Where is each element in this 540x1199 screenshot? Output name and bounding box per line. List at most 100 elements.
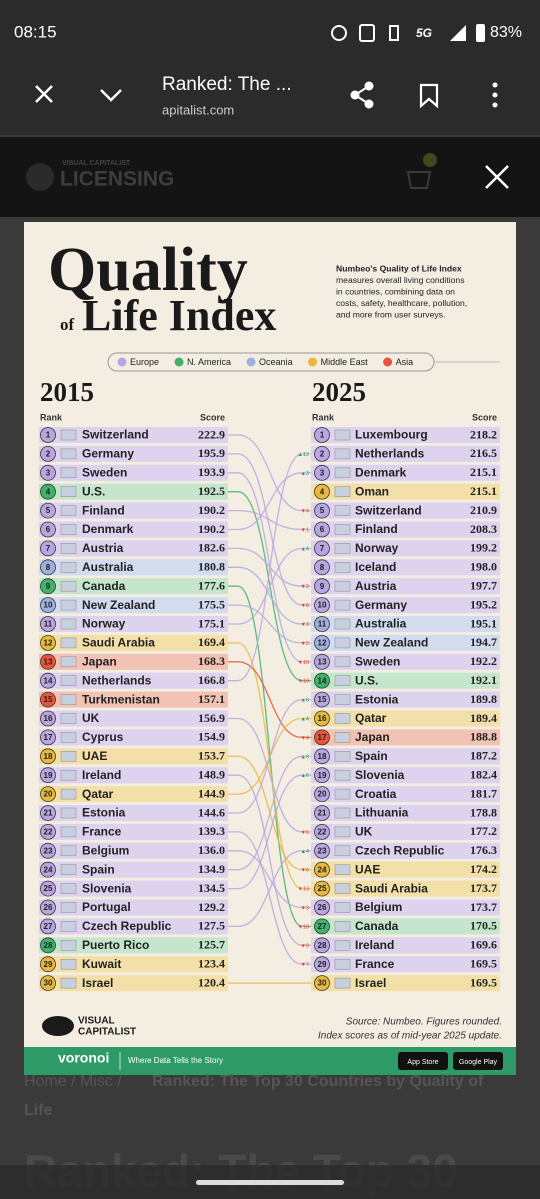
score: 175.5 bbox=[198, 597, 225, 611]
rank-badge bbox=[40, 805, 56, 821]
banner-close-button[interactable] bbox=[485, 165, 509, 189]
rank: 5 bbox=[46, 506, 51, 515]
info-title-2: Life Index bbox=[82, 291, 276, 340]
row-background bbox=[39, 483, 228, 500]
country: Israel bbox=[82, 976, 113, 990]
country: Canada bbox=[355, 919, 399, 933]
country: Luxembourg bbox=[355, 428, 428, 442]
row-background bbox=[311, 880, 500, 897]
score: 174.2 bbox=[470, 862, 497, 876]
flag bbox=[334, 769, 351, 781]
score: 222.9 bbox=[198, 427, 225, 441]
row-background bbox=[311, 975, 500, 992]
flag bbox=[60, 637, 77, 649]
country: Norway bbox=[82, 617, 126, 631]
flag bbox=[60, 864, 77, 875]
row-background bbox=[39, 672, 228, 689]
flag bbox=[60, 751, 77, 762]
rank: 11 bbox=[44, 620, 53, 629]
rank: 26 bbox=[44, 903, 53, 912]
rank-badge bbox=[314, 880, 330, 897]
share-button[interactable] bbox=[350, 81, 374, 109]
country: Israel bbox=[355, 976, 386, 990]
row-background bbox=[311, 767, 500, 784]
banner-logo bbox=[26, 163, 54, 191]
rank-badge bbox=[314, 559, 330, 576]
rank: 16 bbox=[44, 714, 53, 723]
description: in countries, combining data on bbox=[336, 286, 455, 296]
rank: 17 bbox=[44, 733, 53, 742]
flag bbox=[334, 486, 351, 497]
rank-change: ▲4 bbox=[300, 849, 309, 855]
rank: 13 bbox=[44, 657, 53, 666]
rank: 19 bbox=[318, 771, 327, 780]
score: 177.6 bbox=[198, 578, 225, 592]
rank-badge bbox=[40, 918, 56, 935]
gesture-handle[interactable] bbox=[196, 1180, 344, 1185]
connector-line bbox=[228, 831, 311, 965]
rank-badge bbox=[40, 710, 56, 727]
rank: 30 bbox=[318, 979, 327, 988]
flag bbox=[334, 656, 351, 668]
rank: 8 bbox=[46, 563, 51, 572]
legend-label: Middle East bbox=[321, 357, 369, 367]
row-background bbox=[311, 861, 500, 878]
bookmark-button[interactable] bbox=[419, 83, 439, 109]
app-store-button[interactable] bbox=[398, 1052, 448, 1070]
rank-header: Rank bbox=[40, 412, 63, 422]
menu-button[interactable] bbox=[492, 82, 498, 108]
flag bbox=[60, 429, 77, 441]
row-background bbox=[311, 672, 500, 689]
network: 5G bbox=[416, 26, 432, 40]
rank: 25 bbox=[318, 884, 327, 893]
row-background bbox=[39, 597, 228, 614]
score: 139.3 bbox=[198, 824, 225, 838]
rank: 29 bbox=[318, 960, 327, 969]
rank-change: ▼18 bbox=[297, 924, 309, 930]
rank: 8 bbox=[320, 563, 325, 572]
flag bbox=[334, 618, 351, 630]
breadcrumb[interactable]: Home / Misc / bbox=[24, 1073, 122, 1090]
rank: 17 bbox=[318, 733, 327, 742]
rank-badge bbox=[40, 502, 56, 519]
connector-lines bbox=[228, 434, 311, 984]
rank: 24 bbox=[44, 865, 53, 874]
rank-badge bbox=[314, 729, 330, 746]
collapse-button[interactable] bbox=[100, 89, 122, 102]
rank-badge bbox=[40, 937, 56, 954]
rank: 4 bbox=[46, 487, 51, 496]
row-background bbox=[39, 880, 228, 897]
score: 192.1 bbox=[470, 673, 497, 687]
flag bbox=[60, 618, 77, 630]
rank-change: ▲6 bbox=[300, 698, 309, 704]
rank: 5 bbox=[320, 506, 325, 515]
row-background bbox=[311, 427, 500, 443]
flag bbox=[334, 921, 351, 932]
rank: 27 bbox=[318, 922, 327, 931]
score: 190.2 bbox=[198, 522, 225, 536]
flag bbox=[60, 902, 77, 913]
close-button[interactable] bbox=[35, 85, 53, 103]
rank-change: ▲6 bbox=[300, 773, 309, 779]
rank-badge bbox=[40, 521, 56, 538]
country: Estonia bbox=[82, 806, 126, 820]
row-background bbox=[39, 748, 228, 765]
rank-change: ▼4 bbox=[300, 509, 309, 515]
flag bbox=[334, 788, 351, 800]
score: 148.9 bbox=[198, 767, 225, 781]
row-background bbox=[311, 956, 500, 973]
google-play-label: Google Play bbox=[459, 1059, 498, 1066]
score: 173.7 bbox=[470, 900, 497, 914]
score: 169.4 bbox=[198, 635, 225, 649]
rank: 1 bbox=[320, 431, 325, 440]
country: France bbox=[355, 957, 395, 971]
score: 181.7 bbox=[470, 786, 497, 800]
rank-badge bbox=[314, 502, 330, 519]
rank: 18 bbox=[44, 752, 53, 761]
rank-change: ▼10 bbox=[297, 660, 309, 666]
connector-line bbox=[228, 717, 311, 833]
google-play-button[interactable] bbox=[453, 1052, 503, 1070]
rank-change: ▼6 bbox=[300, 830, 309, 836]
country: France bbox=[82, 825, 122, 839]
rank: 20 bbox=[44, 790, 53, 799]
